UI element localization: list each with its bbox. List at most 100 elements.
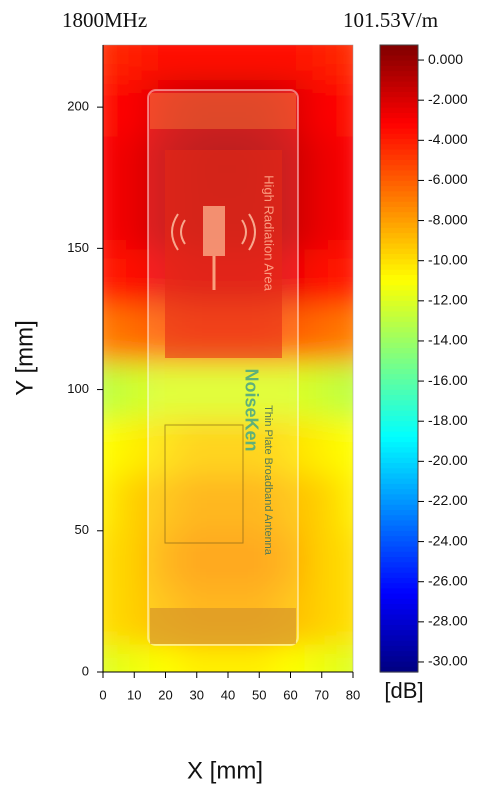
board-top-band bbox=[150, 93, 296, 129]
colorbar-swatch bbox=[380, 102, 418, 109]
colorbar-swatch bbox=[380, 60, 418, 67]
colorbar-swatch bbox=[380, 332, 418, 339]
colorbar-swatch bbox=[380, 520, 418, 527]
colorbar-swatch bbox=[380, 301, 418, 307]
heatmap-cell bbox=[242, 77, 276, 137]
board-bottom-band bbox=[150, 608, 296, 644]
colorbar-swatch bbox=[380, 165, 418, 171]
colorbar-swatch bbox=[380, 149, 418, 156]
colorbar-swatch bbox=[380, 159, 418, 166]
colorbar-swatch bbox=[380, 285, 418, 292]
heatmap-cell bbox=[117, 473, 151, 532]
x-tick-label: 50 bbox=[252, 687, 266, 702]
colorbar-swatch bbox=[380, 551, 418, 558]
y-tick-label: 50 bbox=[75, 522, 89, 537]
colorbar-swatch bbox=[380, 123, 418, 130]
colorbar-swatch bbox=[380, 368, 418, 375]
colorbar-swatch bbox=[380, 426, 418, 433]
colorbar-tick-label: -30.00 bbox=[428, 653, 468, 669]
colorbar-swatch bbox=[380, 536, 418, 542]
heatmap-cell bbox=[117, 134, 151, 193]
colorbar-swatch bbox=[380, 452, 418, 459]
x-tick-label: 30 bbox=[190, 687, 204, 702]
colorbar-tick-label: -14.00 bbox=[428, 332, 468, 348]
colorbar-swatch bbox=[380, 619, 418, 626]
heatmap-cell bbox=[305, 642, 339, 672]
heatmap-cell bbox=[117, 190, 151, 250]
heatmap-cell bbox=[117, 642, 151, 672]
colorbar-swatch bbox=[380, 86, 418, 93]
colorbar-swatch bbox=[380, 379, 418, 386]
colorbar-swatch bbox=[380, 640, 418, 647]
colorbar-swatch bbox=[380, 541, 418, 548]
colorbar-swatch bbox=[380, 651, 418, 657]
heatmap-cell bbox=[273, 360, 308, 419]
heatmap-cell bbox=[211, 77, 245, 137]
heatmap-cell bbox=[305, 77, 339, 137]
frequency-label: 1800MHz bbox=[62, 8, 147, 32]
colorbar-swatch bbox=[380, 593, 418, 600]
heatmap-cell bbox=[117, 586, 151, 645]
colorbar-tick-label: -24.00 bbox=[428, 532, 468, 548]
colorbar-swatch bbox=[380, 55, 418, 62]
heatmap-cell bbox=[336, 190, 353, 250]
y-axis-label: Y [mm] bbox=[11, 320, 38, 396]
colorbar-swatch bbox=[380, 243, 418, 250]
x-tick-label: 70 bbox=[315, 687, 329, 702]
colorbar-swatch bbox=[380, 442, 418, 448]
heatmap-cell bbox=[336, 303, 353, 363]
colorbar-swatch bbox=[380, 321, 418, 328]
colorbar-swatch bbox=[380, 588, 418, 595]
antenna-overlay bbox=[147, 89, 299, 646]
colorbar-swatch bbox=[380, 212, 418, 219]
heatmap-cell bbox=[305, 473, 339, 532]
colorbar-swatch bbox=[380, 546, 418, 553]
heatmap-cell bbox=[180, 642, 214, 672]
colorbar-tick-label: 0.000 bbox=[428, 51, 463, 67]
heatmap-cell bbox=[305, 529, 339, 589]
colorbar-swatch bbox=[380, 504, 418, 511]
spec-table bbox=[164, 424, 244, 544]
heatmap-cell bbox=[117, 416, 151, 476]
heatmap-cell bbox=[242, 529, 276, 589]
x-tick-label: 60 bbox=[283, 687, 297, 702]
colorbar-swatch bbox=[380, 630, 418, 637]
colorbar-tick-label: -8.000 bbox=[428, 211, 468, 227]
colorbar-swatch bbox=[380, 306, 418, 313]
antenna-icon bbox=[203, 206, 225, 256]
colorbar-swatch bbox=[380, 494, 418, 501]
colorbar-swatch bbox=[380, 431, 418, 438]
colorbar-swatch bbox=[380, 112, 418, 119]
colorbar-swatch bbox=[380, 557, 418, 563]
heatmap-cell bbox=[305, 303, 339, 363]
colorbar-swatch bbox=[380, 128, 418, 135]
colorbar-tick-label: -18.00 bbox=[428, 412, 468, 428]
colorbar-swatch bbox=[380, 206, 418, 213]
heatmap-cell bbox=[305, 586, 339, 645]
colorbar-swatch bbox=[380, 395, 418, 401]
colorbar-frame bbox=[379, 44, 419, 673]
heatmap-cell bbox=[117, 77, 151, 137]
heatmap-cell bbox=[180, 360, 214, 419]
colorbar-swatch bbox=[380, 645, 418, 652]
heatmap-cell bbox=[336, 586, 353, 645]
colorbar-swatch bbox=[380, 50, 418, 57]
colorbar-swatch bbox=[380, 572, 418, 579]
colorbar-swatch bbox=[380, 191, 418, 198]
colorbar-swatch bbox=[380, 180, 418, 187]
colorbar-swatch bbox=[380, 473, 418, 480]
colorbar-swatch bbox=[380, 515, 418, 522]
heatmap-cell bbox=[211, 416, 245, 476]
x-tick-label: 80 bbox=[346, 687, 360, 702]
colorbar-swatch bbox=[380, 374, 418, 380]
colorbar-tick-label: -12.00 bbox=[428, 292, 468, 308]
heatmap-cell bbox=[180, 473, 214, 532]
colorbar-tick-label: -26.00 bbox=[428, 572, 468, 588]
colorbar-swatch bbox=[380, 295, 418, 302]
colorbar-swatch bbox=[380, 405, 418, 412]
colorbar-swatch bbox=[380, 483, 418, 490]
heatmap-cell bbox=[117, 247, 151, 306]
colorbar-swatch bbox=[380, 248, 418, 255]
colorbar-swatch bbox=[380, 499, 418, 506]
colorbar-swatch bbox=[380, 139, 418, 145]
